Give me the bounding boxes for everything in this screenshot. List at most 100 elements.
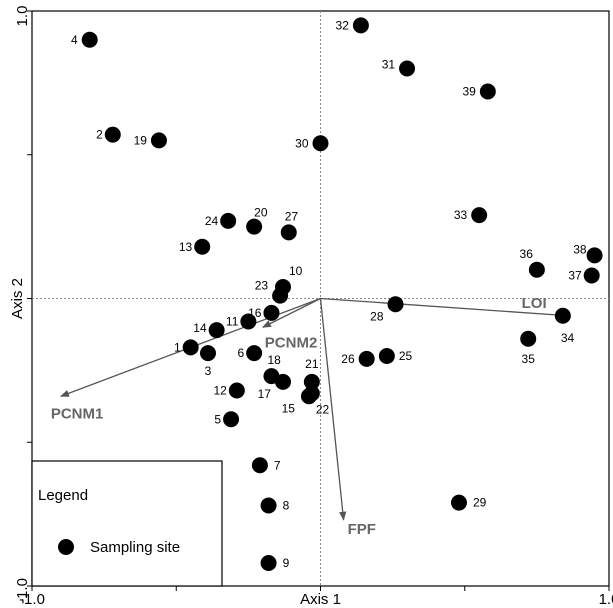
site-label-3: 3 [205, 364, 212, 378]
site-point-34 [554, 307, 571, 324]
site-label-34: 34 [561, 331, 575, 345]
site-point-22 [303, 385, 320, 402]
site-label-32: 32 [336, 18, 350, 32]
site-label-4: 4 [71, 33, 78, 47]
site-point-31 [399, 60, 416, 77]
site-point-12 [228, 382, 245, 399]
site-label-19: 19 [134, 133, 148, 147]
site-label-14: 14 [193, 321, 207, 335]
site-point-39 [479, 83, 496, 100]
site-point-32 [352, 17, 369, 34]
site-point-19 [150, 132, 167, 149]
environmental-vectors: LOI FPF PCNM1 PCNM2 [51, 295, 570, 538]
site-point-11 [240, 313, 257, 330]
vector-label-pcnm2: PCNM2 [265, 334, 318, 351]
site-label-31: 31 [382, 58, 396, 72]
site-label-26: 26 [341, 352, 355, 366]
site-label-1: 1 [174, 340, 181, 354]
y-tick-label: -1.0 [14, 578, 31, 604]
site-label-29: 29 [473, 496, 487, 510]
x-tick-label: -1.0 [19, 591, 45, 608]
site-point-20 [246, 218, 263, 235]
site-label-37: 37 [568, 269, 582, 283]
vector-arrow-fpf [319, 298, 347, 521]
site-label-22: 22 [316, 402, 330, 416]
site-label-23: 23 [255, 279, 269, 293]
site-label-28: 28 [370, 309, 384, 323]
site-point-26 [358, 350, 375, 367]
site-point-4 [81, 31, 98, 48]
site-label-36: 36 [520, 247, 534, 261]
site-point-23 [272, 287, 289, 304]
site-label-5: 5 [214, 412, 221, 426]
site-point-24 [220, 212, 237, 229]
site-point-18 [263, 368, 280, 385]
legend-entry-sampling-site: Sampling site [90, 539, 180, 556]
site-label-15: 15 [282, 401, 296, 415]
site-point-21 [303, 373, 320, 390]
site-label-25: 25 [399, 349, 413, 363]
site-label-21: 21 [305, 357, 319, 371]
y-axis-title: Axis 2 [9, 278, 26, 319]
site-label-11: 11 [226, 315, 239, 329]
site-point-35 [520, 330, 537, 347]
x-tick-label: 1.0 [599, 591, 613, 608]
vector-arrow-pcnm2 [261, 297, 321, 328]
site-label-8: 8 [283, 499, 290, 513]
site-point-36 [528, 261, 545, 278]
site-point-28 [387, 296, 404, 313]
tick-labels: 1.0 -1.0-1.0 Axis 1 1.0 [14, 6, 613, 608]
site-point-8 [260, 497, 277, 514]
vector-label-pcnm1: PCNM1 [51, 405, 104, 422]
sampling-site-labels: 1234567891011121314151617181920212223242… [71, 18, 587, 570]
site-point-5 [223, 411, 240, 428]
site-label-12: 12 [213, 384, 227, 398]
site-point-14 [208, 322, 225, 339]
legend-title: Legend [38, 487, 88, 504]
site-label-35: 35 [522, 352, 536, 366]
site-label-33: 33 [454, 208, 468, 222]
site-label-20: 20 [254, 206, 268, 220]
site-label-6: 6 [237, 346, 244, 360]
site-point-3 [199, 345, 216, 362]
vector-label-fpf: FPF [348, 521, 376, 538]
site-label-27: 27 [285, 209, 299, 223]
site-label-24: 24 [205, 214, 219, 228]
site-point-9 [260, 555, 277, 571]
site-point-13 [194, 238, 211, 255]
site-point-27 [280, 224, 297, 241]
site-label-17: 17 [258, 387, 272, 401]
vector-label-loi: LOI [522, 295, 547, 312]
site-label-7: 7 [274, 458, 281, 472]
site-point-25 [378, 348, 395, 364]
legend-frame [31, 460, 223, 587]
site-point-16 [263, 304, 280, 321]
legend-box: Legend Sampling site [31, 460, 223, 587]
site-label-16: 16 [248, 306, 262, 320]
site-label-2: 2 [96, 128, 103, 142]
legend-marker [58, 539, 74, 555]
site-label-10: 10 [289, 264, 303, 278]
site-label-13: 13 [179, 240, 193, 254]
site-point-30 [312, 135, 329, 152]
site-point-7 [251, 457, 268, 474]
site-point-2 [104, 126, 121, 143]
site-point-29 [450, 494, 467, 511]
site-label-30: 30 [295, 136, 309, 150]
site-point-1 [182, 339, 199, 356]
site-label-18: 18 [267, 353, 281, 367]
sampling-site-points [81, 17, 603, 571]
site-point-38 [586, 247, 603, 264]
site-label-9: 9 [283, 556, 290, 570]
y-tick-label: 1.0 [14, 6, 31, 27]
site-label-39: 39 [462, 85, 476, 99]
y-tick-marks [27, 10, 32, 587]
site-point-37 [583, 267, 600, 284]
vector-arrow-loi [320, 297, 570, 319]
x-tick-label: Axis 1 [300, 591, 341, 608]
site-label-38: 38 [573, 242, 587, 256]
site-point-6 [246, 345, 263, 362]
site-point-33 [471, 207, 488, 224]
x-tick-marks [31, 586, 610, 591]
